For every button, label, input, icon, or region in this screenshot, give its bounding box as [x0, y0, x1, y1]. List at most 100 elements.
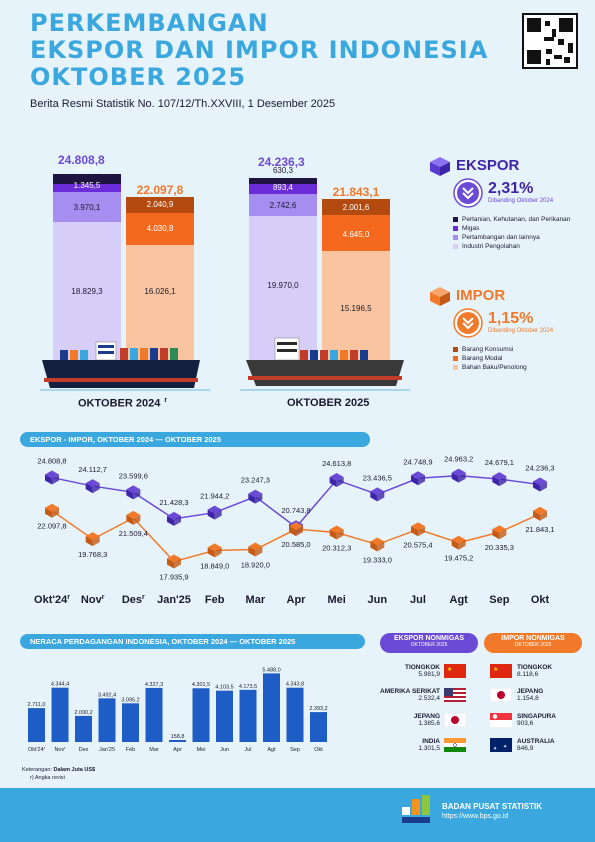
x-tick-label: Novr: [81, 594, 105, 606]
impor-country-2: JEPANG 1.154,8: [517, 688, 544, 702]
ekspor-legend: Pertanian, Kehutanan, dan Perikanan Miga…: [453, 215, 570, 251]
data-label: 18.920,0: [241, 561, 270, 570]
x-tick-label: Jul: [244, 747, 251, 753]
series-line-ekspor: [51, 474, 541, 529]
oct2024-ekspor-part-3: 3.970,1: [73, 203, 101, 212]
title-line-1: PERKEMBANGAN: [30, 9, 269, 37]
data-label: 20.335,3: [485, 543, 514, 552]
data-point-ekspor: [45, 470, 59, 485]
impor-nonmigas-header: IMPOR NONMIGAS OKTOBER 2025: [484, 633, 582, 653]
x-tick-label: Agt: [450, 594, 469, 606]
cargo-ship-2025: [246, 337, 404, 386]
oct2024-impor-part-2: 4.030,8: [146, 224, 174, 233]
legend-swatch: [453, 217, 458, 222]
india-flag-icon: [444, 738, 466, 752]
data-label: 21.428,3: [159, 498, 188, 507]
bar: [192, 688, 210, 742]
data-label: 24.748,9: [403, 457, 432, 466]
legend-swatch: [453, 356, 458, 361]
data-label: 19.333,0: [363, 555, 392, 564]
x-tick-label: Des: [79, 747, 89, 753]
oct2025-label: OKTOBER 2025: [287, 397, 370, 409]
oct2024-ekspor-part-1: 663,9: [76, 164, 98, 173]
data-label: 20.743,8: [281, 506, 310, 515]
svg-text:★: ★: [493, 666, 498, 673]
oct2024-impor-part-3: 16.026,1: [144, 287, 176, 296]
impor-legend: Barang Konsumsi Barang Modal Bahan Baku/…: [453, 345, 527, 372]
legend-item: Industri Pengolahan: [453, 242, 570, 251]
x-tick-label: Jan'25: [157, 594, 191, 606]
x-tick-label: Feb: [205, 594, 225, 606]
data-point-impor: [370, 537, 385, 552]
ekspor-box-icon: [430, 157, 450, 176]
data-point-impor: [248, 542, 263, 557]
note-revision: r) Angka revisi: [30, 775, 65, 781]
data-label: 24.236,3: [525, 464, 554, 473]
oct2025-impor-part-2: 4.645,0: [342, 230, 370, 239]
oct2025-ekspor-part-2: 893,4: [272, 183, 294, 192]
ekspor-country-3: JEPANG 1.385,6: [413, 713, 440, 727]
legend-swatch: [453, 347, 458, 352]
impor-box-icon: [430, 287, 450, 306]
bar-value-label: 4.301,5: [192, 682, 210, 688]
ekspor-title: EKSPOR: [456, 157, 520, 174]
data-label: 19.475,2: [444, 554, 473, 563]
x-tick-label: Okt'24r: [34, 594, 70, 606]
legend-swatch: [453, 244, 458, 249]
china-flag-icon: ★: [444, 664, 466, 678]
impor-country-4: AUSTRALIA 846,9: [517, 738, 555, 752]
x-tick-label: Okt: [531, 594, 550, 606]
japan-flag-icon: [444, 713, 466, 727]
ekspor-note: Dibanding Oktober 2024: [488, 198, 554, 204]
data-label: 20.312,3: [322, 544, 351, 553]
bar: [28, 708, 45, 742]
oct2025-impor-stack: [322, 199, 390, 370]
bar: [286, 687, 304, 742]
bar-value-label: 3.095,2: [121, 697, 139, 703]
legend-swatch: [453, 235, 458, 240]
bar-value-label: 4.327,3: [145, 682, 163, 688]
oct2024-impor-total: 22.097,8: [136, 183, 184, 197]
footer-url[interactable]: https://www.bps.go.id: [442, 813, 509, 820]
x-tick-label: Apr: [287, 594, 307, 606]
oct2024-ekspor-part-4: 18.829,3: [71, 287, 103, 296]
data-point-impor: [207, 543, 222, 558]
x-tick-label: Mei: [327, 594, 345, 606]
bar-value-label: 4.103,5: [215, 685, 233, 691]
legend-item: Barang Modal: [453, 354, 527, 363]
svg-text:✦: ✦: [493, 746, 497, 752]
data-point-ekspor: [492, 472, 507, 487]
page-subtitle: Berita Resmi Statistik No. 107/12/Th.XXV…: [30, 98, 336, 110]
x-tick-label: Sep: [290, 747, 300, 753]
ekspor-nonmigas-header: EKSPOR NONMIGAS OKTOBER 2025: [380, 633, 478, 653]
data-label: 19.768,3: [78, 550, 107, 559]
data-point-ekspor: [329, 472, 344, 487]
data-point-impor: [126, 510, 141, 525]
x-tick-label: Mei: [197, 747, 206, 753]
stacked-bars-graphic: [40, 174, 410, 391]
data-point-impor: [85, 532, 100, 547]
data-label: 24.679,1: [485, 458, 514, 467]
bar: [310, 712, 327, 742]
x-tick-label: Desr: [122, 594, 145, 606]
legend-item: Migas: [453, 224, 570, 233]
bar: [51, 687, 69, 742]
qr-code-icon[interactable]: [522, 13, 578, 69]
bps-logo-icon[interactable]: [400, 793, 438, 827]
oct2025-ekspor-part-3: 2.742,6: [269, 201, 297, 210]
oct2025-ekspor-stack: [249, 178, 317, 370]
ekspor-country-1: TIONGKOK 5.981,9: [404, 664, 440, 678]
data-point-ekspor: [370, 487, 385, 502]
bar-value-label: 4.344,4: [51, 682, 69, 688]
impor-country-1: TIONGKOK 8.118,6: [517, 664, 553, 678]
x-tick-label: Mar: [246, 594, 266, 606]
neraca-bar-chart: 2.711,0 Okt'24r 4.344,4 Novr 2.090,2 Des 3.492…: [28, 667, 328, 753]
bar: [239, 689, 257, 742]
neraca-title: NERACA PERDAGANGAN INDONESIA, OKTOBER 20…: [20, 634, 365, 649]
x-tick-label: Sep: [489, 594, 509, 606]
data-point-ekspor: [411, 471, 425, 486]
x-tick-label: Jun: [220, 747, 229, 753]
x-tick-label: Agt: [267, 747, 276, 753]
data-point-ekspor: [167, 511, 181, 526]
title-line-2: EKSPOR DAN IMPOR INDONESIA: [30, 36, 489, 64]
